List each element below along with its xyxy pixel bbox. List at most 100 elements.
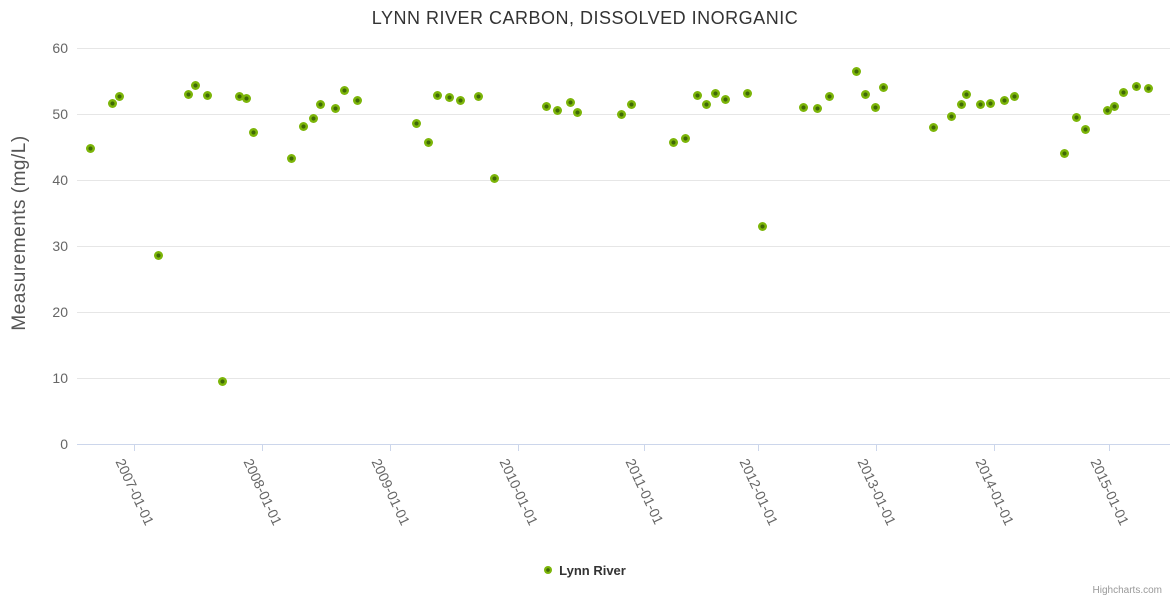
legend: Lynn River (0, 561, 1170, 579)
y-axis-tick-label: 20 (52, 304, 68, 320)
data-point[interactable] (1071, 112, 1081, 122)
data-point[interactable] (626, 100, 636, 110)
series-marker-icon (544, 566, 553, 574)
data-point[interactable] (241, 93, 251, 103)
data-point[interactable] (851, 66, 861, 76)
x-axis-tick-label: 2015-01-01 (1087, 456, 1133, 528)
x-axis-tick (518, 445, 519, 451)
data-point[interactable] (616, 109, 626, 119)
x-axis-tick-label: 2008-01-01 (240, 456, 286, 528)
chart-title: LYNN RIVER CARBON, DISSOLVED INORGANIC (371, 8, 799, 28)
y-grid-line (77, 180, 1170, 181)
data-point[interactable] (330, 103, 340, 113)
x-axis-tick-label: 2011-01-01 (622, 456, 667, 527)
data-point[interactable] (411, 118, 421, 128)
data-point[interactable] (423, 137, 433, 147)
data-point[interactable] (710, 89, 720, 99)
x-axis-line (77, 444, 1170, 445)
data-point[interactable] (692, 91, 702, 101)
x-axis-tick (390, 445, 391, 451)
x-axis-tick (1109, 445, 1110, 451)
data-point[interactable] (956, 100, 966, 110)
data-point[interactable] (489, 174, 499, 184)
data-point[interactable] (432, 91, 442, 101)
data-point[interactable] (824, 92, 834, 102)
data-point[interactable] (812, 103, 822, 113)
y-grid-line (77, 312, 1170, 313)
y-axis-title: Measurements (mg/L) (9, 135, 30, 331)
y-grid-line (77, 246, 1170, 247)
data-point[interactable] (234, 91, 244, 101)
x-axis-tick-label: 2014-01-01 (972, 456, 1018, 528)
x-axis-tick-label: 2010-01-01 (496, 456, 542, 528)
data-point[interactable] (352, 95, 362, 105)
legend-label: Lynn River (559, 562, 626, 578)
data-point[interactable] (680, 133, 690, 143)
data-point[interactable] (552, 105, 562, 115)
x-axis-tick (758, 445, 759, 451)
x-axis-tick-label: 2007-01-01 (112, 456, 158, 528)
data-point[interactable] (999, 95, 1009, 105)
y-axis-tick-label: 30 (52, 238, 68, 254)
legend-item-lynn-river[interactable]: Lynn River (544, 563, 626, 578)
data-point[interactable] (85, 143, 95, 153)
highcharts-credits-link[interactable]: Highcharts.com (1092, 585, 1162, 596)
data-point[interactable] (298, 122, 308, 132)
y-axis-tick-label: 40 (52, 172, 68, 188)
data-point[interactable] (308, 114, 318, 124)
data-point[interactable] (190, 81, 200, 91)
data-point[interactable] (1131, 81, 1141, 91)
x-axis-tick (876, 445, 877, 451)
data-point[interactable] (107, 98, 117, 108)
data-point[interactable] (183, 89, 193, 99)
data-point[interactable] (668, 137, 678, 147)
data-point[interactable] (565, 98, 575, 108)
data-point[interactable] (541, 101, 551, 111)
x-axis-tick-label: 2012-01-01 (736, 456, 782, 528)
data-point[interactable] (961, 89, 971, 99)
data-point[interactable] (114, 92, 124, 102)
data-point[interactable] (153, 251, 163, 261)
y-axis-tick-label: 60 (52, 40, 68, 56)
data-point[interactable] (1059, 149, 1069, 159)
data-point[interactable] (975, 100, 985, 110)
data-point[interactable] (878, 83, 888, 93)
y-axis-tick-label: 10 (52, 370, 68, 386)
data-point[interactable] (286, 153, 296, 163)
data-point[interactable] (928, 123, 938, 133)
data-point[interactable] (720, 94, 730, 104)
data-point[interactable] (202, 91, 212, 101)
data-point[interactable] (1009, 92, 1019, 102)
y-grid-line (77, 48, 1170, 49)
data-point[interactable] (339, 85, 349, 95)
data-point[interactable] (572, 107, 582, 117)
data-point[interactable] (248, 127, 258, 137)
data-point[interactable] (217, 376, 227, 386)
data-point[interactable] (455, 96, 465, 106)
x-axis-tick-label: 2009-01-01 (368, 456, 414, 528)
y-grid-line (77, 378, 1170, 379)
x-axis-tick-label: 2013-01-01 (854, 456, 900, 528)
data-point[interactable] (1118, 88, 1128, 98)
data-point[interactable] (444, 93, 454, 102)
data-point[interactable] (757, 222, 767, 232)
x-axis-tick (134, 445, 135, 451)
data-point[interactable] (798, 102, 808, 112)
x-axis-tick (262, 445, 263, 451)
y-axis-tick-label: 0 (60, 436, 68, 452)
y-axis-tick-label: 50 (52, 106, 68, 122)
data-point[interactable] (1102, 106, 1112, 116)
data-point[interactable] (742, 89, 752, 99)
x-axis-tick (644, 445, 645, 451)
data-point[interactable] (860, 89, 870, 99)
data-point[interactable] (701, 99, 711, 109)
data-point[interactable] (1109, 101, 1119, 111)
data-point[interactable] (985, 98, 995, 108)
data-point[interactable] (946, 112, 956, 122)
data-point[interactable] (315, 99, 325, 109)
data-point[interactable] (1143, 83, 1153, 93)
data-point[interactable] (473, 91, 483, 101)
data-point[interactable] (870, 102, 880, 112)
data-point[interactable] (1080, 125, 1090, 135)
